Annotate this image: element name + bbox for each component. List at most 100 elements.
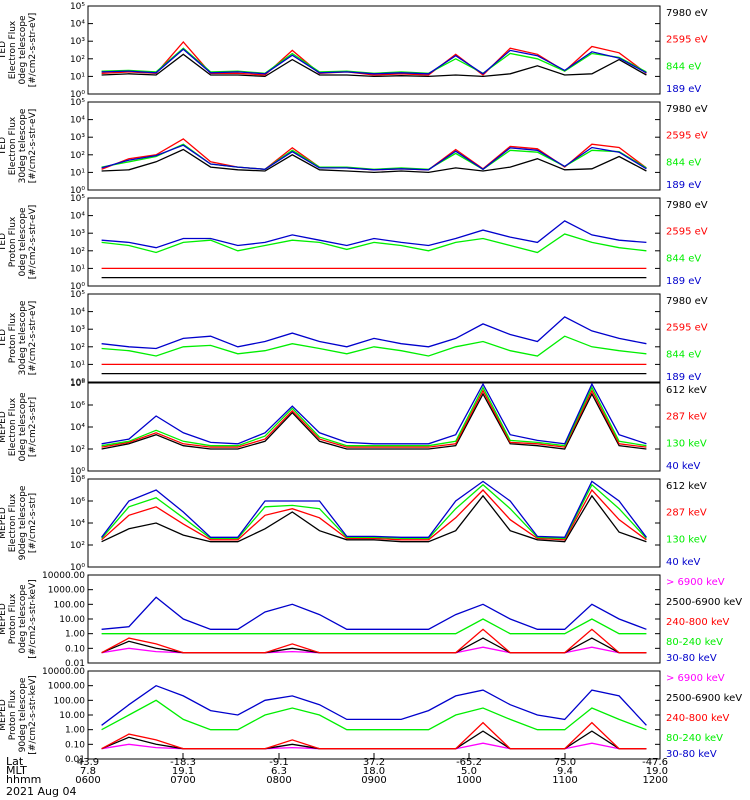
- x-tick-mlt: 7.8: [80, 766, 96, 777]
- y-tick-label: 10⁴: [70, 519, 85, 529]
- y-tick-label: 100.00: [54, 600, 86, 610]
- y-axis-label-line: 30deg telescope: [18, 108, 28, 183]
- y-tick-label: 10²: [70, 151, 85, 161]
- legend-entry: 240-800 keV: [666, 617, 730, 628]
- legend-entry: 80-240 keV: [666, 733, 723, 744]
- y-axis-label-line: TED: [0, 329, 8, 348]
- x-tick-mlt: 9.4: [557, 766, 573, 777]
- y-tick-label: 0.10: [65, 644, 85, 654]
- y-tick-label: 1.00: [65, 726, 85, 736]
- y-tick-label: 10000.00: [42, 571, 85, 581]
- legend-entry: 189 eV: [666, 84, 701, 95]
- legend-entry: 240-800 keV: [666, 713, 730, 724]
- y-tick-label: 10²: [70, 343, 85, 353]
- series-line: [101, 618, 647, 635]
- date-label: 2021 Aug 04: [6, 785, 76, 798]
- series-line: [101, 488, 647, 541]
- series-line: [101, 389, 647, 448]
- series-line: [101, 144, 647, 171]
- y-axis-label-line: TED: [0, 233, 8, 252]
- panel-6: 10⁰ 10² 10⁴ 10⁶ 10⁸ MEPED Electron Flux 90deg t…: [0, 475, 707, 573]
- y-axis-label: MEPED Electron Flux 90deg telescope [#/cm2-…: [0, 485, 38, 560]
- y-tick-label: 10¹: [70, 168, 85, 178]
- x-tick-lat: -47.6: [642, 757, 668, 768]
- legend-entry: > 6900 keV: [666, 577, 725, 588]
- panel-frame: [87, 293, 661, 383]
- y-tick-label: 10⁵: [70, 290, 85, 300]
- y-tick-label: 10⁵: [70, 2, 85, 12]
- y-axis-label: TED Proton Flux 30deg telescope [#/cm2-s-st…: [0, 300, 38, 375]
- y-tick-label: 10³: [70, 37, 85, 47]
- y-tick-label: 10⁶: [70, 401, 85, 411]
- y-axis-label-line: TED: [0, 137, 8, 156]
- legend-entry: 2595 eV: [666, 35, 708, 46]
- legend-entry: 130 keV: [666, 534, 707, 545]
- x-row-label-hhmm: hhmm: [6, 773, 41, 786]
- panel-1: 10⁰ 10¹ 10² 10³ 10⁴ 10⁵ TED Electron Flux 0deg t…: [0, 2, 708, 100]
- series-line: [101, 233, 647, 254]
- legend-entry: 844 eV: [666, 253, 701, 264]
- panel-8: 0.01 0.10 1.00 10.00 100.00 1000.00 10000.00 ME…: [0, 667, 742, 765]
- y-tick-label: 10⁶: [70, 497, 85, 507]
- series-line: [101, 684, 647, 726]
- x-tick-lat: 43.9: [77, 757, 99, 768]
- legend-entry: 612 keV: [666, 481, 707, 492]
- series-line: [101, 596, 647, 630]
- series-line: [101, 480, 647, 538]
- y-tick-label: 10³: [70, 325, 85, 335]
- y-axis-label-line: TED: [0, 41, 8, 60]
- y-tick-label: 10⁴: [70, 423, 85, 433]
- series-line: [101, 494, 647, 543]
- y-tick-label: 10²: [70, 247, 85, 257]
- y-tick-label: 10⁰: [70, 186, 85, 196]
- y-tick-label: 0.01: [65, 755, 85, 765]
- series-line: [101, 47, 647, 75]
- y-axis-label: TED Proton Flux 0deg telescope [#/cm2-s-str…: [0, 205, 38, 280]
- panel-frame: [87, 197, 661, 287]
- series-line: [101, 48, 647, 75]
- y-axis-label-line: MEPED: [0, 699, 8, 731]
- y-axis-label-line: Electron Flux: [8, 397, 18, 456]
- y-axis-label-line: Electron Flux: [8, 20, 18, 79]
- x-tick-lat: -9.1: [269, 757, 289, 768]
- legend-entry: > 6900 keV: [666, 673, 725, 684]
- series-line: [101, 53, 647, 78]
- x-tick-hhmm: 0900: [361, 775, 386, 786]
- series-line: [101, 148, 647, 174]
- chart-panels: 10⁰ 10¹ 10² 10³ 10⁴ 10⁵ TED Electron Flux 0deg t…: [0, 2, 742, 765]
- series-line: [101, 637, 647, 654]
- x-tick-hhmm: 0700: [170, 775, 195, 786]
- y-tick-label: 10¹: [70, 72, 85, 82]
- x-tick-hhmm: 0600: [75, 775, 100, 786]
- y-tick-label: 10⁴: [70, 20, 85, 30]
- x-tick-lat: -65.2: [456, 757, 482, 768]
- y-tick-label: 10²: [70, 445, 85, 455]
- y-axis-label-line: Proton Flux: [8, 216, 18, 267]
- legend-entry: 2595 eV: [666, 227, 708, 238]
- series-line: [101, 220, 647, 249]
- y-axis-label-line: [#/cm2-s-str-eV]: [28, 301, 38, 376]
- y-axis-label-line: [#/cm2-s-str-eV]: [28, 109, 38, 184]
- y-tick-label: 10⁸: [70, 379, 85, 389]
- x-row-label-lat: Lat: [6, 755, 24, 768]
- y-tick-label: 10000.00: [42, 667, 85, 677]
- y-axis-label-line: [#/cm2-s-str]: [28, 493, 38, 553]
- y-axis-label-line: 90deg telescope: [18, 485, 28, 560]
- legend-entry: 7980 eV: [666, 296, 708, 307]
- y-axis-label-line: [#/cm2-s-str-eV]: [28, 13, 38, 88]
- series-line: [101, 721, 647, 750]
- y-tick-label: 10⁴: [70, 212, 85, 222]
- y-axis-label-line: 30deg telescope: [18, 300, 28, 375]
- legend-entry: 612 keV: [666, 385, 707, 396]
- legend-entry: 287 keV: [666, 508, 707, 519]
- y-tick-label: 1.00: [65, 630, 85, 640]
- y-axis-label: TED Electron Flux 0deg telescope [#/cm2-s-s…: [0, 13, 38, 88]
- y-tick-label: 0.01: [65, 659, 85, 669]
- y-axis-label: MEPED Proton Flux 90deg telescope [#/cm2-s-…: [0, 675, 38, 754]
- legend-entry: 2500-6900 keV: [666, 693, 742, 704]
- y-tick-label: 10⁰: [70, 563, 85, 573]
- legend-entry: 7980 eV: [666, 8, 708, 19]
- x-tick-hhmm: 1100: [552, 775, 577, 786]
- legend-entry: 40 keV: [666, 557, 700, 568]
